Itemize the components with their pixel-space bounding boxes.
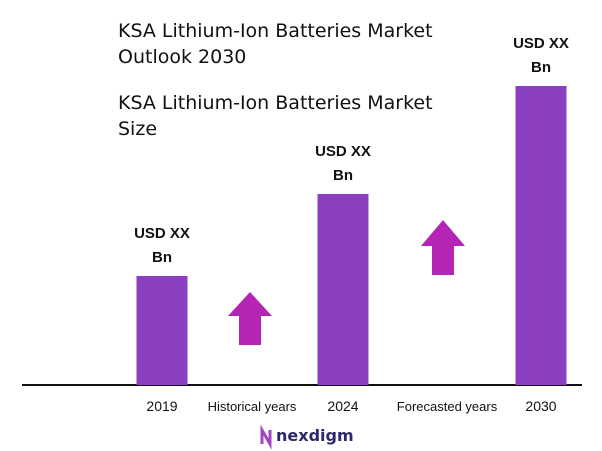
value-label: USD XX Bn xyxy=(315,143,371,184)
value-label: USD XX Bn xyxy=(513,35,569,76)
x-tick-label: 2024 xyxy=(327,398,359,414)
bar xyxy=(515,86,567,385)
bar xyxy=(136,276,188,385)
x-tick-label: 2030 xyxy=(525,398,557,414)
bar xyxy=(317,194,369,385)
arrow-up xyxy=(421,220,465,275)
arrow-up xyxy=(228,292,272,345)
value-label: USD XX Bn xyxy=(134,225,190,266)
logo-icon xyxy=(260,424,272,450)
x-tick-label: 2019 xyxy=(146,398,178,414)
annotation: Forecasted years xyxy=(396,399,498,414)
brand-name: nexdigm xyxy=(276,426,354,445)
annotation: Historical years xyxy=(207,399,297,414)
chart-subtitle: KSA Lithium-Ion Batteries Market Size xyxy=(118,92,433,140)
chart-title: KSA Lithium-Ion Batteries Market Outlook… xyxy=(118,20,433,68)
